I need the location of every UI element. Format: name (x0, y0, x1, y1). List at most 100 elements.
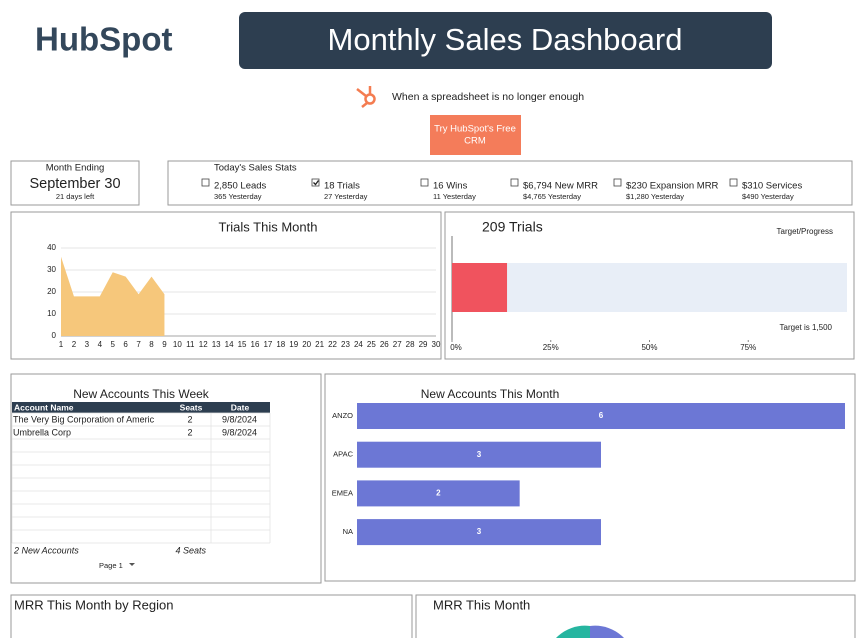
chart-title: 209 Trials (482, 219, 543, 235)
table-cell: 2 (187, 414, 192, 424)
stat-label: 2,850 Leads (214, 181, 267, 192)
y-tick-label: NA (343, 527, 353, 536)
logo: HubSpot (35, 21, 172, 58)
table-cell: 2 (187, 427, 192, 437)
x-tick-label: 11 (186, 340, 195, 349)
bar (357, 519, 601, 546)
button-text[interactable]: CRM (464, 136, 486, 147)
stat-sub: $490 Yesterday (742, 192, 794, 201)
stat-label: $310 Services (742, 181, 802, 192)
accounts-table: Account Name Seats Date The Very Big Corpor… (11, 402, 271, 570)
data-label: 6 (599, 411, 604, 420)
bar (357, 480, 520, 507)
y-tick-label: APAC (333, 450, 353, 459)
table-footer: 4 Seats (175, 545, 206, 555)
month-label: Month Ending (46, 163, 105, 174)
y-tick-label: EMEA (332, 488, 353, 497)
stat-sub: 11 Yesterday (433, 192, 476, 201)
bar (357, 441, 601, 468)
stat-sub: $4,765 Yesterday (523, 192, 581, 201)
area (61, 256, 165, 336)
stat-label: $6,794 New MRR (523, 181, 598, 192)
y-tick-label: 10 (47, 309, 56, 318)
stats-title: Today's Sales Stats (214, 163, 297, 174)
x-tick-label: 25 (367, 340, 376, 349)
x-tick-label: 14 (225, 340, 234, 349)
data-label: 3 (477, 450, 482, 459)
table-cell: 9/8/2024 (222, 427, 257, 437)
panel-title: MRR This Month by Region (14, 597, 173, 612)
table-cell: The Very Big Corporation of Americ (13, 414, 155, 424)
x-tick-label: 0% (450, 343, 462, 352)
x-tick-label: 23 (341, 340, 350, 349)
y-tick-label: ANZO (332, 411, 353, 420)
x-tick-label: 4 (98, 340, 103, 349)
x-tick-label: 28 (406, 340, 415, 349)
x-tick-label: 1 (59, 340, 64, 349)
table-cell: 9/8/2024 (222, 414, 257, 424)
dashboard-title: Monthly Sales Dashboard (328, 22, 683, 57)
x-tick-label: 22 (328, 340, 337, 349)
days-left: 21 days left (56, 192, 95, 201)
cta-button[interactable]: Try HubSpot's Free CRM (430, 115, 521, 155)
x-tick-label: 12 (199, 340, 208, 349)
data-label: 3 (477, 527, 482, 536)
title-box (239, 12, 772, 69)
x-tick-label: 7 (136, 340, 141, 349)
checkbox[interactable] (201, 178, 210, 187)
stat-label: $230 Expansion MRR (626, 181, 719, 192)
y-tick-label: 30 (47, 265, 56, 274)
checkbox[interactable] (420, 178, 429, 187)
pager[interactable]: Page 1 (99, 561, 123, 570)
chart-subtitle: Target/Progress (777, 227, 833, 236)
table-footer: 2 New Accounts (13, 545, 79, 555)
stats-box (167, 160, 853, 206)
x-tick-label: 15 (238, 340, 247, 349)
x-tick-label: 9 (162, 340, 167, 349)
checkbox[interactable] (510, 178, 519, 187)
pager-caret[interactable] (129, 563, 135, 566)
checkbox[interactable] (311, 178, 320, 187)
x-tick-label: 29 (419, 340, 428, 349)
table-cell: Umbrella Corp (13, 427, 71, 437)
mrr-panel (415, 594, 856, 638)
table-header (12, 402, 270, 413)
column-header: Seats (180, 402, 203, 412)
button-text[interactable]: Try HubSpot's Free (434, 124, 516, 135)
x-tick-label: 10 (173, 340, 182, 349)
chart-title: Trials This Month (219, 219, 318, 234)
stat-sub: 27 Yesterday (324, 192, 368, 201)
panel-title: MRR This Month (433, 597, 530, 612)
track (452, 263, 847, 312)
x-tick-label: 75% (740, 343, 756, 352)
y-tick-label: 0 (52, 331, 57, 340)
donut-edge (556, 625, 590, 638)
month-box (10, 160, 140, 206)
data-label: 2 (436, 489, 441, 498)
x-tick-label: 19 (289, 340, 298, 349)
x-tick-label: 13 (212, 340, 221, 349)
x-tick-label: 20 (302, 340, 311, 349)
x-tick-label: 5 (110, 340, 115, 349)
x-tick-label: 16 (251, 340, 260, 349)
stat-sub: $1,280 Yesterday (626, 192, 684, 201)
checkbox[interactable] (729, 178, 738, 187)
bar (357, 403, 845, 429)
x-tick-label: 18 (276, 340, 285, 349)
chart-title: New Accounts This Month (421, 387, 560, 401)
mrr-region-panel (10, 594, 413, 638)
column-header: Date (231, 402, 250, 412)
x-tick-label: 24 (354, 340, 363, 349)
tagline: When a spreadsheet is no longer enough (392, 91, 584, 103)
x-tick-label: 26 (380, 340, 389, 349)
x-tick-label: 21 (315, 340, 324, 349)
annotation: Target is 1,500 (780, 323, 833, 332)
month-date: September 30 (29, 176, 120, 192)
checkbox[interactable] (613, 178, 622, 187)
stat-label: 16 Wins (433, 181, 468, 192)
x-tick-label: 2 (72, 340, 77, 349)
bar (452, 263, 508, 312)
